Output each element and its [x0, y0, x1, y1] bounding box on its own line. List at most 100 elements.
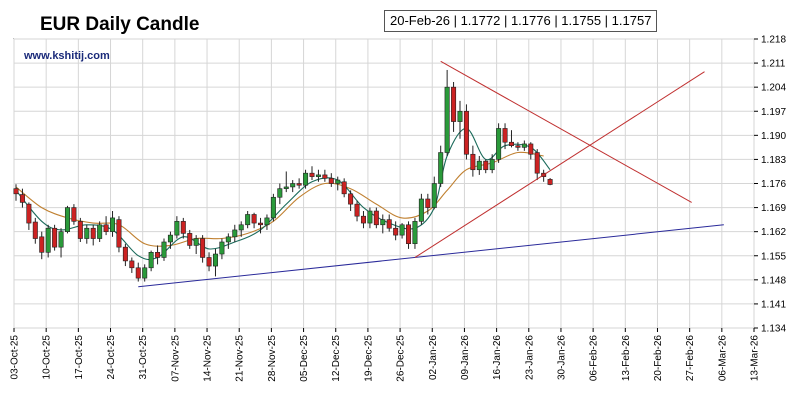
candle — [315, 169, 321, 182]
y-tick-label: 1.211 — [761, 59, 786, 70]
x-tick-label: 23-Jan-26 — [524, 335, 535, 380]
candle — [129, 257, 135, 273]
candle — [431, 176, 437, 210]
y-tick-label: 1.183 — [761, 155, 786, 166]
candle-body — [39, 236, 45, 253]
y-tick-label: 1.141 — [761, 299, 786, 310]
candle — [399, 223, 405, 239]
candle-body — [406, 224, 412, 245]
candle-body — [84, 227, 90, 239]
x-tick-label: 27-Feb-26 — [685, 335, 696, 382]
candle-body — [26, 203, 32, 224]
candle-body — [161, 241, 167, 258]
candle — [84, 224, 90, 244]
candle — [258, 217, 264, 234]
candle — [277, 183, 283, 205]
candle-body — [64, 207, 70, 232]
x-tick-label: 12-Dec-25 — [331, 335, 342, 382]
candle-body — [528, 143, 534, 155]
candle — [296, 178, 302, 189]
y-tick-label: 1.148 — [761, 275, 786, 286]
y-tick-label: 1.134 — [761, 324, 786, 335]
candle-body — [251, 214, 257, 224]
candle — [161, 238, 167, 261]
candle — [142, 264, 148, 282]
candle-body — [219, 241, 225, 255]
candle-body — [13, 188, 19, 195]
candle — [373, 207, 379, 229]
candle-body — [180, 221, 186, 234]
candle-body — [32, 221, 38, 239]
candle-body — [245, 214, 251, 226]
x-tick-label: 05-Dec-25 — [299, 335, 310, 382]
candle-body — [290, 183, 296, 188]
candle-body — [502, 128, 508, 143]
candle-body — [315, 174, 321, 177]
candle — [110, 211, 116, 237]
candle-body — [335, 179, 341, 184]
x-tick-label: 20-Feb-26 — [653, 335, 664, 382]
candle — [380, 214, 386, 234]
candle-body — [393, 227, 399, 236]
candle — [90, 224, 96, 246]
candle-body — [341, 181, 347, 195]
candle — [360, 211, 366, 229]
candle — [515, 142, 521, 151]
candle-body — [71, 207, 77, 222]
candle — [521, 140, 527, 151]
candle — [19, 188, 25, 208]
candle — [245, 211, 251, 229]
candle-body — [58, 231, 64, 248]
candle — [155, 245, 161, 265]
candle-body — [167, 234, 173, 243]
x-tick-label: 28-Nov-25 — [267, 335, 278, 382]
candle — [457, 100, 463, 139]
y-tick-label: 1.197 — [761, 107, 786, 118]
candle — [470, 145, 476, 177]
candle — [508, 130, 514, 148]
candle — [303, 169, 309, 189]
candle — [148, 250, 154, 272]
x-tick-label: 02-Jan-26 — [428, 335, 439, 380]
candle — [270, 193, 276, 222]
candle — [225, 233, 231, 249]
candle — [483, 159, 489, 174]
candle-body — [521, 143, 527, 148]
candle-body — [354, 203, 360, 217]
candle-body — [264, 217, 270, 226]
x-tick-label: 24-Oct-25 — [106, 335, 117, 380]
x-tick-label: 10-Oct-25 — [42, 335, 53, 380]
candle-body — [277, 188, 283, 198]
candle — [463, 104, 469, 160]
candle-body — [97, 224, 103, 239]
candle-body — [476, 160, 482, 171]
candle-body — [225, 236, 231, 243]
candle-body — [328, 178, 334, 184]
candle-body — [116, 219, 122, 248]
candle — [386, 214, 392, 232]
x-tick-label: 07-Nov-25 — [170, 335, 181, 382]
candle-body — [309, 172, 315, 177]
candle-body — [135, 267, 141, 279]
candle — [418, 193, 424, 225]
x-tick-label: 19-Dec-25 — [363, 335, 374, 382]
candle — [309, 166, 315, 181]
x-tick-label: 17-Oct-25 — [74, 335, 85, 380]
candle — [193, 235, 199, 255]
watermark: www.kshitij.com — [24, 50, 110, 62]
candle — [167, 231, 173, 249]
candle — [489, 154, 495, 174]
trendline — [138, 224, 724, 288]
candle-body — [380, 219, 386, 226]
candle-body — [444, 86, 450, 153]
x-tick-label: 06-Feb-26 — [589, 335, 600, 382]
candle-body — [142, 267, 148, 279]
candle — [52, 224, 58, 251]
x-tick-label: 09-Jan-26 — [460, 335, 471, 380]
candle-body — [425, 198, 431, 208]
candle — [451, 82, 457, 132]
x-tick-label: 13-Feb-26 — [621, 335, 632, 382]
candle-body — [399, 224, 405, 236]
candle-body — [103, 224, 109, 232]
x-tick-label: 13-Mar-26 — [750, 335, 761, 382]
